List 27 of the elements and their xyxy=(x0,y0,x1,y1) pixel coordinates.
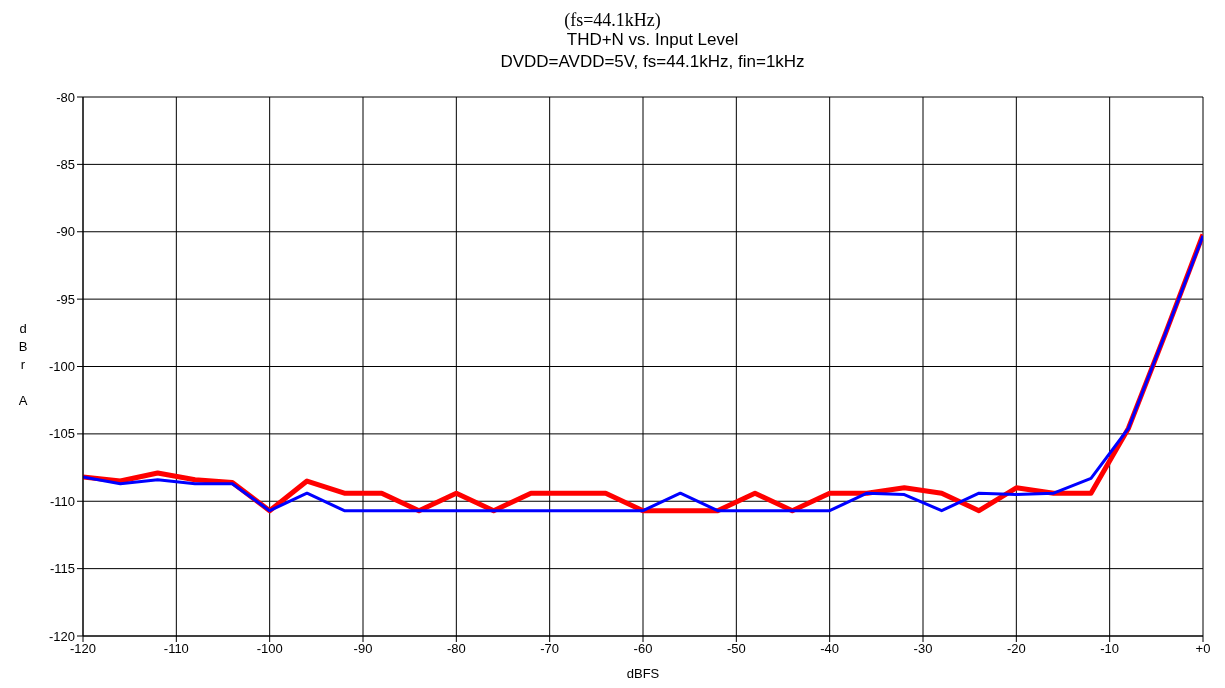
y-tick-label: -85 xyxy=(56,156,75,172)
x-tick-label: -90 xyxy=(353,641,373,657)
chart-title: THD+N vs. Input Level xyxy=(565,30,740,50)
x-tick-label: -100 xyxy=(256,641,283,657)
y-tick-label: -105 xyxy=(48,426,75,442)
x-axis-title: dBFS xyxy=(626,666,660,681)
y-tick-label: -80 xyxy=(56,89,75,105)
y-tick-label: -110 xyxy=(49,493,75,509)
y-tick-label: -115 xyxy=(49,561,75,577)
x-tick-label: -120 xyxy=(69,641,97,657)
text: (fs=44.1kHz) xyxy=(563,10,662,31)
x-tick-label: -80 xyxy=(446,641,466,657)
y-tick-label: -100 xyxy=(48,359,75,375)
y-tick-label: -95 xyxy=(56,291,75,307)
x-tick-label: -60 xyxy=(633,641,653,657)
y-tick-label: -90 xyxy=(56,224,75,240)
x-tick-label: -70 xyxy=(540,641,560,657)
x-tick-label: -30 xyxy=(913,641,933,657)
y-tick-label: -120 xyxy=(48,628,75,644)
x-tick-label: -110 xyxy=(163,641,189,657)
x-tick-label: -40 xyxy=(820,641,840,657)
x-tick-label: -10 xyxy=(1100,641,1120,657)
x-tick-label: +0 xyxy=(1195,641,1211,657)
x-tick-label: -50 xyxy=(726,641,746,657)
chart-subtitle: DVDD=AVDD=5V, fs=44.1kHz, fin=1kHz xyxy=(499,52,806,72)
x-tick-label: -20 xyxy=(1006,641,1026,657)
text: dBr A xyxy=(18,321,28,408)
